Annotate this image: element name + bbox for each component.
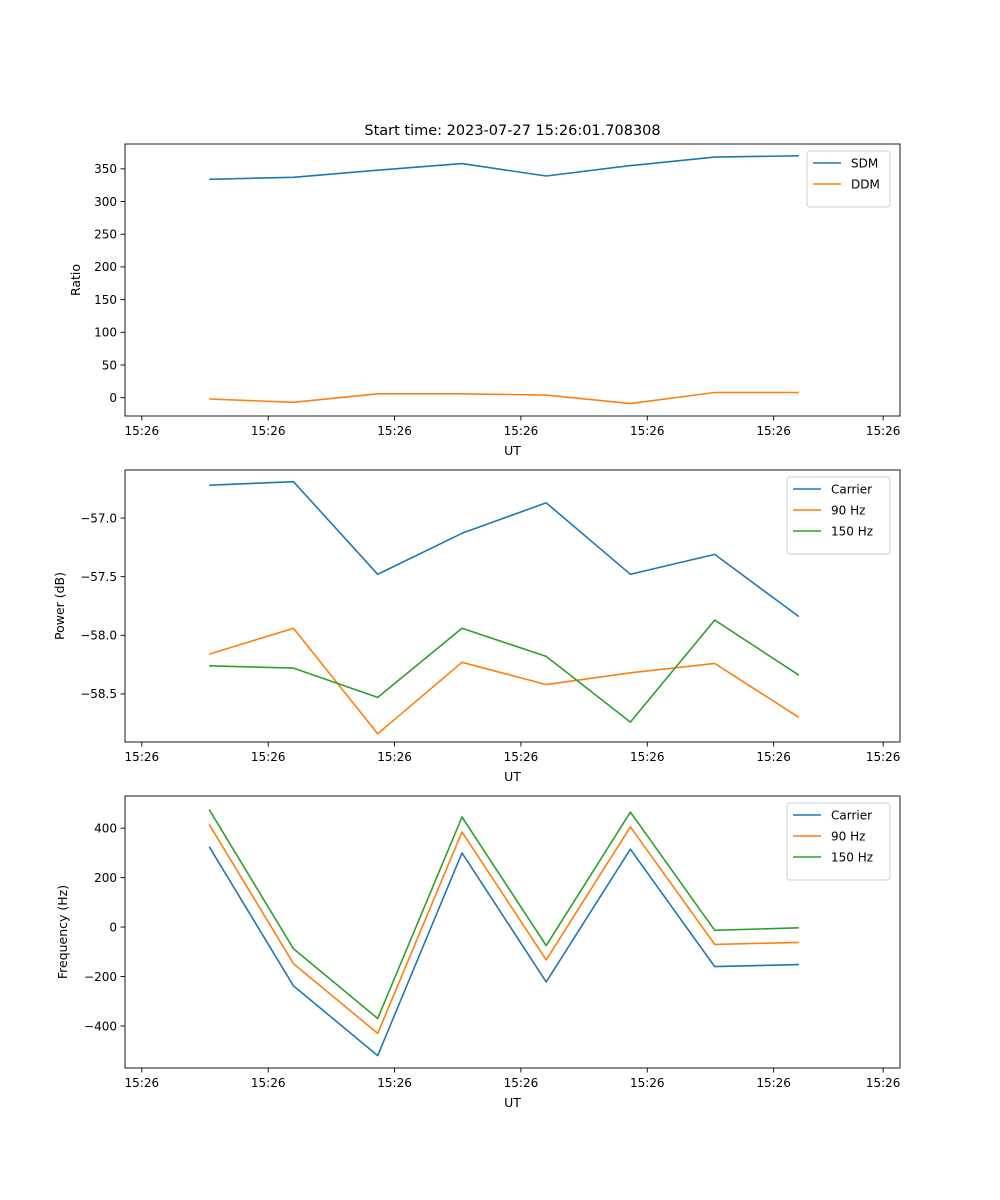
y-tick-label: 50 (102, 358, 117, 372)
legend-box (786, 476, 891, 555)
y-tick-label: 350 (94, 162, 117, 176)
legend: SDM DDM (806, 150, 891, 208)
legend-label: Carrier (831, 482, 872, 496)
series-line-carrier (209, 480, 800, 618)
x-tick-label: 15:26 (504, 1076, 539, 1090)
x-tick-label: 15:26 (756, 424, 791, 438)
y-tick-label: 400 (94, 821, 117, 835)
x-tick-label: 15:26 (866, 750, 901, 764)
axes-frame (124, 143, 901, 417)
legend-label: 150 Hz (831, 850, 873, 864)
y-tick-label: −57.0 (80, 511, 117, 525)
x-tick-label: 15:26 (630, 424, 665, 438)
x-tick-label: 15:26 (756, 750, 791, 764)
x-tick-label: 15:26 (504, 424, 539, 438)
y-tick-label: 200 (94, 260, 117, 274)
x-tick-label: 15:26 (377, 424, 412, 438)
y-tick-label: 100 (94, 326, 117, 340)
x-tick-label: 15:26 (125, 750, 160, 764)
y-tick-label: 300 (94, 195, 117, 209)
y-tick-label: 250 (94, 228, 117, 242)
x-tick-label: 15:26 (251, 1076, 286, 1090)
series-line-150-hz (209, 619, 800, 723)
legend-label: 90 Hz (831, 829, 865, 843)
series-line-90-hz (208, 627, 800, 735)
y-tick-label: −58.5 (80, 687, 117, 701)
x-tick-label: 15:26 (756, 1076, 791, 1090)
x-tick-label: 15:26 (125, 424, 160, 438)
legend-label: DDM (851, 177, 880, 191)
x-axis-label: UT (504, 1095, 521, 1110)
series-line-ddm (209, 391, 799, 405)
x-tick-label: 15:26 (251, 750, 286, 764)
x-tick-label: 15:26 (377, 750, 412, 764)
series-line-carrier (208, 846, 799, 1057)
x-tick-label: 15:26 (251, 424, 286, 438)
y-axis-label: Power (dB) (52, 572, 67, 640)
x-tick-label: 15:26 (630, 750, 665, 764)
series-line-sdm (209, 155, 799, 181)
y-tick-label: −57.5 (80, 570, 117, 584)
x-axis-label: UT (504, 443, 521, 458)
legend-label: SDM (851, 156, 878, 170)
y-tick-label: 150 (94, 293, 117, 307)
x-axis-label: UT (504, 769, 521, 784)
x-tick-label: 15:26 (866, 1076, 901, 1090)
y-axis-label: Frequency (Hz) (55, 885, 70, 979)
legend-box (806, 150, 891, 208)
legend: Carrier 90 Hz 150 Hz (786, 802, 891, 881)
y-tick-label: 200 (94, 871, 117, 885)
x-tick-label: 15:26 (866, 424, 901, 438)
y-tick-label: −58.0 (80, 629, 117, 643)
legend-label: 90 Hz (831, 503, 865, 517)
figure-title: Start time: 2023-07-27 15:26:01.708308 (364, 123, 660, 139)
x-tick-label: 15:26 (125, 1076, 160, 1090)
legend-label: 150 Hz (831, 524, 873, 538)
subplot-1: 15:26 15:26 15:26 15:26 15:26 15:26 15:26 0 50 10… (68, 143, 901, 458)
y-tick-label: −200 (84, 970, 117, 984)
legend-label: Carrier (831, 808, 872, 822)
x-tick-label: 15:26 (377, 1076, 412, 1090)
legend-box (786, 802, 891, 881)
y-tick-label: −400 (84, 1019, 117, 1033)
axes-frame (124, 469, 901, 743)
y-tick-label: 0 (109, 920, 117, 934)
subplots: 15:26 15:26 15:26 15:26 15:26 15:26 15:26 0 50 10… (52, 143, 901, 1110)
legend: Carrier 90 Hz 150 Hz (786, 476, 891, 555)
series-line-90-hz (208, 823, 799, 1035)
x-tick-label: 15:26 (630, 1076, 665, 1090)
y-tick-label: 0 (109, 391, 117, 405)
subplot-3: 15:26 15:26 15:26 15:26 15:26 15:26 15:26 400 20… (55, 795, 901, 1110)
x-tick-label: 15:26 (504, 750, 539, 764)
subplot-2: 15:26 15:26 15:26 15:26 15:26 15:26 15:26 −57.0… (52, 469, 901, 784)
axes-frame (124, 795, 901, 1069)
series-line-150-hz (208, 809, 799, 1020)
y-axis-label: Ratio (68, 264, 83, 296)
